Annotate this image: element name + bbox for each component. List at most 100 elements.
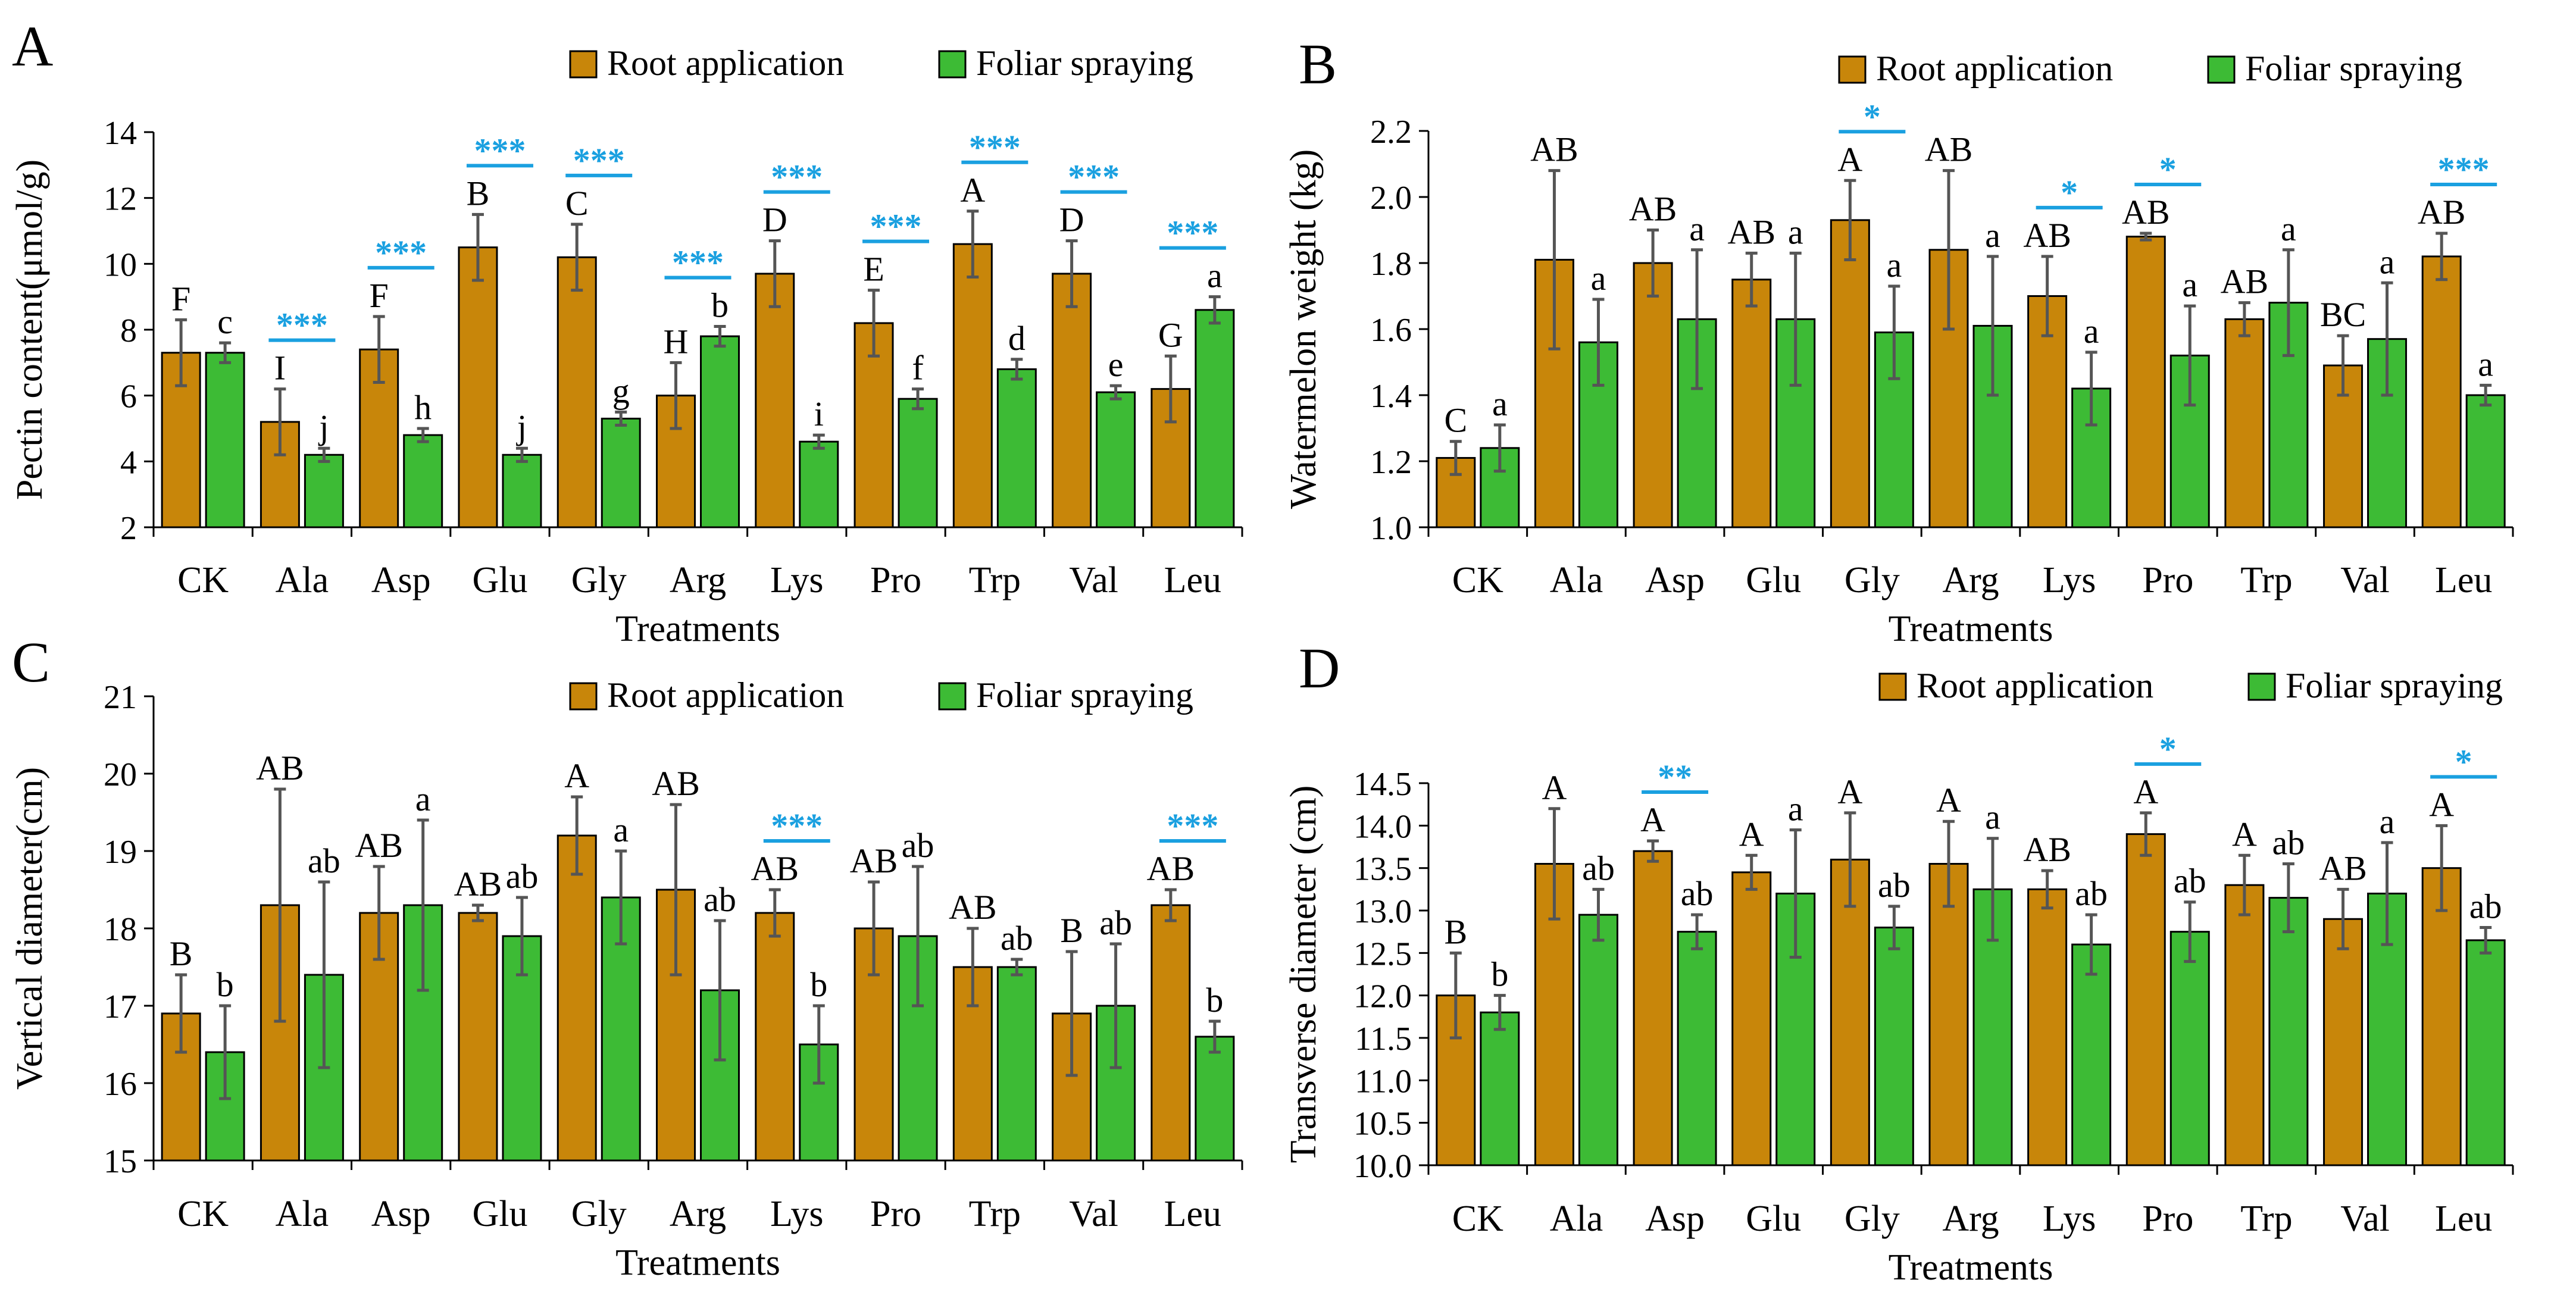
significance-letter: D [1059,201,1084,239]
significance-letter: AB [652,764,700,803]
significance-letter: c [217,302,233,341]
bar-foliar-spraying [996,368,1037,528]
significance-letter: i [814,395,824,433]
bar-root-application [2224,884,2265,1166]
significance-letter: A [564,756,589,795]
bar-foliar-spraying [601,417,641,528]
significance-stars: ** [1658,758,1692,796]
significance-letter: B [170,934,193,973]
significance-letter: ab [2272,824,2305,862]
bar-foliar-spraying [2268,897,2309,1166]
x-category-label: Pro [2142,1199,2193,1239]
bar-root-application [1830,219,1870,528]
significance-letter: a [1492,384,1508,423]
significance-letter: AB [1147,849,1195,888]
significance-stars: * [2159,730,2177,768]
bar-foliar-spraying [898,935,938,1162]
significance-letter: j [318,408,329,446]
y-tick-label: 1.8 [1370,246,1412,283]
significance-letter: ab [1878,866,1911,905]
y-tick-label: 18 [104,911,137,948]
significance-letter: e [1108,345,1124,384]
x-category-label: Arg [670,1194,726,1234]
legend-label-foliar-spraying: Foliar spraying [2286,666,2503,705]
significance-letter: b [1206,981,1223,1019]
bar-foliar-spraying [205,352,245,528]
bar-root-application [755,273,795,528]
significance-letter: AB [355,826,403,865]
y-tick-label: 12.5 [1353,936,1412,972]
significance-letter: I [274,349,286,387]
y-tick-label: 14.0 [1353,808,1412,845]
legend-label-root-application: Root application [1917,666,2153,705]
significance-stars: *** [573,141,625,180]
bar-root-application [755,912,795,1162]
legend-key-foliar-spraying [938,682,967,711]
legend-label-root-application: Root application [607,43,844,83]
significance-letter: j [516,408,527,446]
y-tick-label: 15 [104,1143,137,1180]
panel-b: B Watermelon weight (kg) Treatments 1.0 1.2 1… [1283,32,2514,649]
significance-letter: AB [751,849,799,888]
bar-root-application [1731,279,1772,528]
y-tick-label: 1.4 [1370,378,1412,415]
x-category-label: Trp [2240,560,2292,600]
bar-foliar-spraying [898,398,938,528]
x-category-label: Lys [2043,560,2096,600]
y-tick-label: 8 [120,312,137,349]
bar-foliar-spraying [502,453,542,528]
significance-stars: *** [276,306,328,345]
legend-key-foliar-spraying [938,50,967,79]
legend-label-foliar-spraying: Foliar spraying [976,675,1193,715]
significance-letter: ab [2469,887,2502,926]
x-category-label: Lys [770,560,824,600]
significance-stars: *** [1167,214,1218,252]
bar-foliar-spraying [304,453,344,528]
significance-stars: * [2159,150,2177,189]
significance-stars: *** [474,131,526,170]
significance-letter: B [467,174,490,212]
bar-foliar-spraying [1874,927,1914,1166]
y-tick-label: 10.5 [1353,1106,1412,1143]
significance-letter: a [2380,802,2395,841]
significance-letter: a [1689,209,1705,248]
significance-letter: b [1491,955,1508,994]
significance-letter: AB [1925,130,1973,169]
x-category-label: Val [2340,1199,2390,1239]
bar-root-application [1633,262,1673,528]
x-category-label: Pro [870,1194,921,1234]
significance-letter: C [1444,401,1467,440]
x-category-label: Pro [2142,560,2193,600]
bar-root-application [1731,871,1772,1166]
y-tick-label: 2.2 [1370,114,1412,151]
x-category-label: Lys [2043,1199,2096,1239]
bar-root-application [1151,904,1191,1162]
y-axis-title: Watermelon weight (kg) [1283,149,1324,509]
significance-letter: AB [1530,130,1578,169]
significance-letter: AB [2023,830,2071,869]
significance-letter: a [415,780,431,818]
legend-key-root-application [1878,672,1907,701]
significance-letter: a [2380,242,2395,281]
significance-letter: a [2182,265,2197,304]
y-axis-title: Pectin content(μmol/g) [10,159,50,500]
y-tick-label: 6 [120,378,137,415]
y-axis-title: Vertical diameter(cm) [10,767,50,1090]
significance-letter: f [912,349,924,387]
y-tick-label: 13.5 [1353,851,1412,888]
x-category-label: Gly [1845,1199,1900,1239]
significance-stars: *** [870,207,922,246]
x-category-label: Arg [1942,1199,1999,1239]
significance-letter: AB [2122,193,2170,232]
x-category-label: Ala [1550,1199,1603,1239]
significance-stars: *** [672,243,724,281]
significance-letter: ab [1001,919,1033,958]
significance-letter: A [1837,772,1862,811]
panel-d: D Transverse diameter (cm) Treatments 10.0 1… [1283,636,2514,1288]
y-axis-title: Transverse diameter (cm) [1283,786,1324,1163]
significance-letter: AB [256,749,304,787]
x-axis-title: Treatments [1889,609,2053,649]
bar-foliar-spraying [2465,394,2506,528]
x-category-label: Asp [371,560,431,600]
significance-letter: AB [454,865,502,903]
